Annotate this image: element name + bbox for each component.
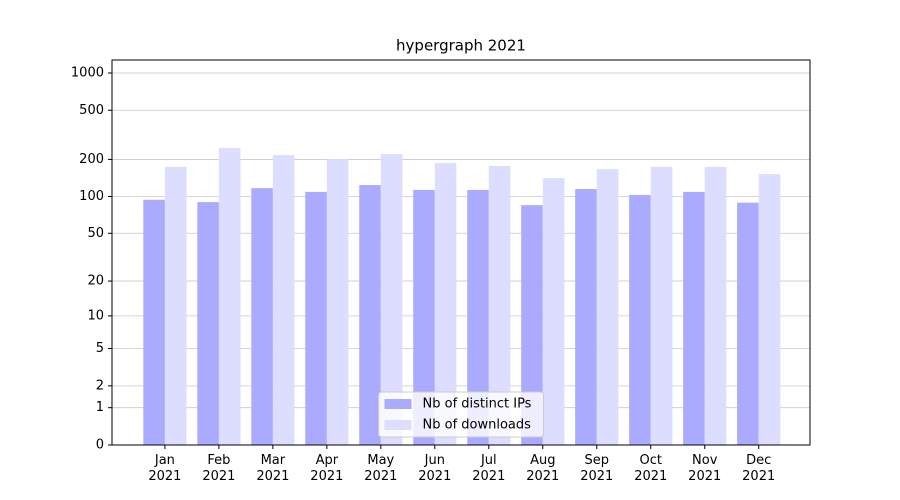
y-tick-label: 2 bbox=[96, 378, 104, 393]
x-tick-label: Dec 2021 bbox=[742, 453, 776, 484]
x-tick-label: Apr 2021 bbox=[310, 453, 344, 484]
x-tick-label: Nov 2021 bbox=[688, 453, 722, 484]
legend-label: Nb of distinct IPs bbox=[423, 397, 532, 412]
bar bbox=[596, 169, 619, 445]
bar bbox=[650, 166, 673, 446]
bar bbox=[326, 159, 349, 445]
y-tick-label: 0 bbox=[96, 438, 104, 453]
x-tick-label: Feb 2021 bbox=[202, 453, 236, 484]
y-tick-label: 1000 bbox=[71, 65, 104, 80]
bar bbox=[758, 174, 781, 445]
bar bbox=[251, 188, 273, 445]
y-tick-label: 100 bbox=[79, 189, 104, 204]
x-tick-label: May 2021 bbox=[364, 453, 398, 484]
x-tick-label: Mar 2021 bbox=[256, 453, 290, 484]
bar bbox=[542, 178, 565, 446]
y-tick-label: 1 bbox=[96, 400, 104, 415]
x-tick-label: Aug 2021 bbox=[526, 453, 560, 484]
bar bbox=[305, 191, 327, 445]
bar bbox=[143, 199, 165, 445]
legend-label: Nb of downloads bbox=[423, 418, 532, 433]
y-tick-label: 500 bbox=[79, 103, 104, 118]
plot-area bbox=[112, 72, 810, 446]
chart-title: hypergraph 2021 bbox=[396, 37, 526, 55]
bar bbox=[737, 202, 759, 445]
bar bbox=[683, 191, 705, 445]
bar bbox=[380, 154, 403, 445]
x-tick-label: Oct 2021 bbox=[634, 453, 668, 484]
bar bbox=[467, 189, 489, 445]
x-tick-label: Sep 2021 bbox=[580, 453, 614, 484]
bar bbox=[575, 189, 597, 445]
x-tick-label: Jul 2021 bbox=[472, 453, 506, 484]
y-tick-label: 50 bbox=[87, 226, 104, 241]
bar bbox=[413, 189, 435, 445]
bar bbox=[197, 202, 219, 445]
bar bbox=[359, 185, 381, 445]
bar bbox=[434, 163, 457, 445]
x-tick-label: Jan 2021 bbox=[148, 453, 182, 484]
legend-swatch bbox=[384, 420, 412, 430]
axes-frame bbox=[111, 59, 811, 446]
bar bbox=[272, 155, 295, 446]
bar bbox=[488, 165, 511, 445]
legend: Nb of distinct IPs Nb of downloads bbox=[378, 391, 544, 438]
legend-swatch bbox=[384, 399, 412, 409]
x-tick-label: Jun 2021 bbox=[418, 453, 452, 484]
y-tick-label: 10 bbox=[87, 308, 104, 323]
y-tick-label: 20 bbox=[87, 274, 104, 289]
y-tick-label: 200 bbox=[79, 152, 104, 167]
bar bbox=[704, 166, 727, 446]
bar bbox=[521, 205, 543, 445]
y-tick-label: 5 bbox=[96, 341, 104, 356]
bar bbox=[218, 148, 241, 445]
legend-box bbox=[378, 391, 544, 438]
bar bbox=[629, 194, 651, 445]
bar bbox=[164, 166, 187, 446]
